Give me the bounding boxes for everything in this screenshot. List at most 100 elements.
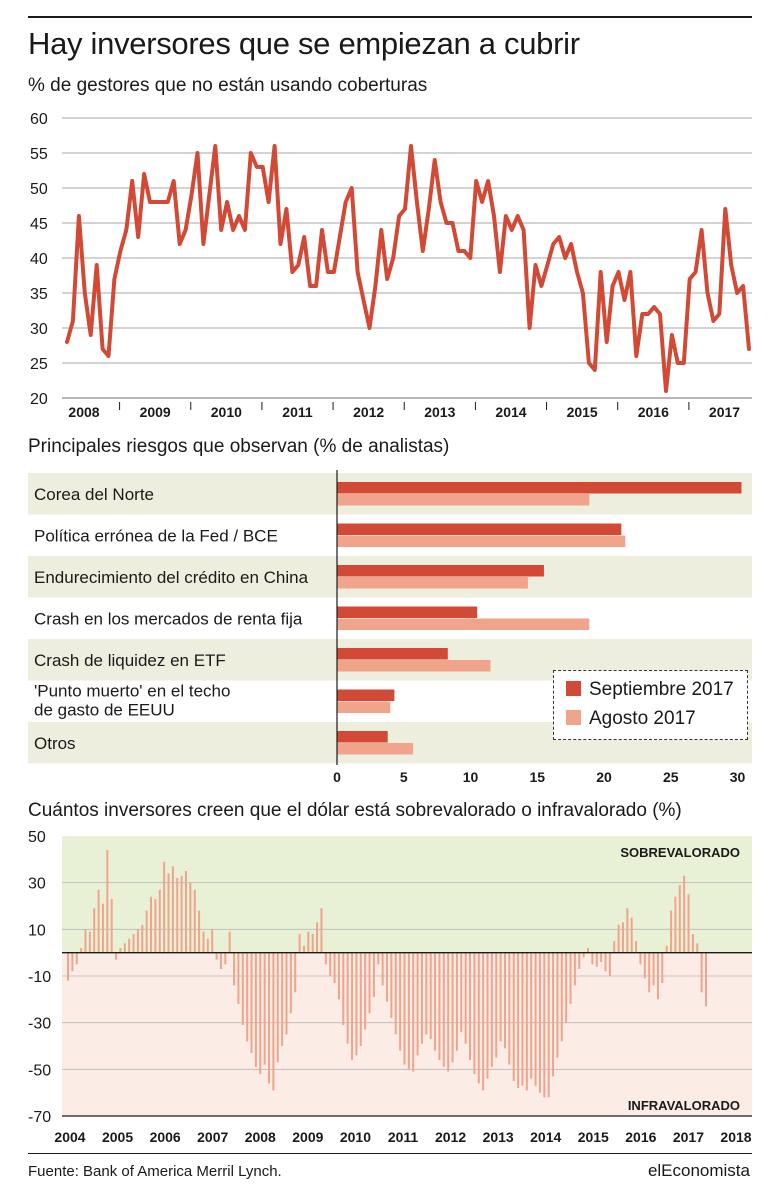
chart3-bar [508, 952, 511, 1065]
chart3-bar [626, 908, 629, 953]
chart3-bar [250, 952, 253, 1053]
chart2-bar-august [337, 743, 414, 755]
chart3-bar [241, 952, 244, 1025]
chart3-bar [521, 952, 524, 1086]
chart3-bar [311, 934, 314, 953]
chart2-bar-september [337, 606, 478, 618]
chart3-bar [447, 952, 450, 1072]
chart2-category-label: Corea del Norte [34, 485, 154, 504]
chart3-bar [394, 952, 397, 1035]
chart3-bar [211, 929, 214, 953]
chart3-bar [656, 952, 659, 1000]
chart2-xtick-label: 25 [663, 769, 679, 785]
chart1-ytick-label: 35 [30, 286, 48, 303]
chart2-bar-september [337, 689, 395, 701]
chart2-legend: Septiembre 2017 Agosto 2017 [553, 670, 748, 740]
chart1-xtick-label: 2015 [567, 404, 598, 420]
chart3-bar [455, 952, 458, 1051]
chart3-bar [119, 948, 122, 953]
chart3-bar [560, 952, 563, 1042]
chart2-title: Principales riesgos que observan (% de a… [28, 436, 450, 457]
chart3-bar [608, 952, 611, 976]
chart3-bar [613, 941, 616, 953]
chart1-xtick-label: 2008 [68, 404, 99, 420]
chart3-bar [538, 952, 541, 1093]
chart3-bar [578, 952, 581, 969]
chart3-bar [687, 894, 690, 953]
legend-label-august: Agosto 2017 [589, 708, 696, 729]
chart3-bar [674, 896, 677, 953]
chart3-bar [189, 882, 192, 953]
chart3-bar [525, 952, 528, 1091]
chart3-bar [171, 866, 174, 953]
chart3-bar [324, 952, 327, 965]
chart3-bar [412, 952, 415, 1072]
chart3-bar [342, 952, 345, 1025]
chart2-bar-september [337, 648, 448, 660]
chart1-xtick-label: 2011 [282, 404, 313, 420]
chart3-bar [307, 931, 310, 953]
legend-item-august: Agosto 2017 [566, 708, 696, 730]
chart3-bar [700, 952, 703, 993]
chart3-bar [101, 903, 104, 953]
chart3-bar [346, 952, 349, 1044]
chart3-bar [163, 861, 166, 953]
chart1-ytick-label: 50 [30, 181, 48, 198]
chart2-bar-september [337, 565, 544, 577]
chart3-bar [543, 952, 546, 1098]
chart3-bar [80, 948, 83, 953]
chart3-xtick-label: 2013 [483, 1129, 514, 1145]
chart3-bar [228, 931, 231, 953]
chart3-xtick-label: 2011 [388, 1129, 419, 1145]
chart3-bar [643, 952, 646, 979]
chart2-xtick-label: 10 [463, 769, 479, 785]
chart2-category-label: Política errónea de la Fed / BCE [34, 526, 278, 545]
chart3-bar [617, 924, 620, 953]
chart3-xtick-label: 2006 [150, 1129, 181, 1145]
chart3-bar [399, 952, 402, 1051]
chart3-bar [88, 931, 91, 953]
chart2-bar-august [337, 701, 391, 713]
chart3-ytick-label: 30 [28, 876, 46, 893]
chart3-bar [661, 952, 664, 983]
chart3-bar [530, 952, 533, 1079]
chart3-bar [145, 910, 148, 953]
chart3-bar [517, 952, 520, 1088]
chart3-bar [552, 952, 555, 1077]
chart2-bar-september [337, 523, 622, 535]
chart3-xtick-label: 2016 [625, 1129, 656, 1145]
chart3-bar [665, 945, 668, 953]
chart3-bar [678, 885, 681, 953]
chart3-bar [254, 952, 257, 1067]
chart3-ytick-label: -10 [28, 969, 51, 986]
chart1-xtick-label: 2016 [638, 404, 669, 420]
chart3-bar [123, 943, 126, 953]
chart3-bar [600, 952, 603, 962]
chart1-title: % de gestores que no están usando cobert… [28, 75, 428, 96]
legend-item-september: Septiembre 2017 [566, 679, 734, 701]
chart3-bar [276, 952, 279, 1063]
chart2-bar-august [337, 577, 528, 589]
chart3-bar [333, 952, 336, 983]
chart2-bar-august [337, 618, 590, 630]
chart3-bar [263, 952, 266, 1065]
chart3-bar [683, 875, 686, 953]
chart3-bar [202, 931, 205, 953]
chart3-bar [490, 952, 493, 1067]
chart3-bar [224, 952, 227, 965]
chart3-bar [652, 952, 655, 986]
chart3-xtick-label: 2005 [102, 1129, 133, 1145]
chart3-xtick-label: 2008 [245, 1129, 276, 1145]
chart3-bar [281, 952, 284, 1046]
chart3-bar [386, 952, 388, 1002]
chart3-bar [84, 929, 87, 953]
chart2-xtick-label: 30 [730, 769, 746, 785]
chart3-undervalued-label: INFRAVALORADO [628, 1098, 740, 1113]
chart3-bar [176, 878, 179, 953]
chart3-bar [368, 952, 371, 1014]
chart3-bar [569, 952, 572, 1004]
chart3-bar [302, 945, 305, 953]
chart3-bar [429, 952, 432, 1039]
chart3-bar [180, 875, 183, 953]
chart3-bar [184, 871, 187, 953]
